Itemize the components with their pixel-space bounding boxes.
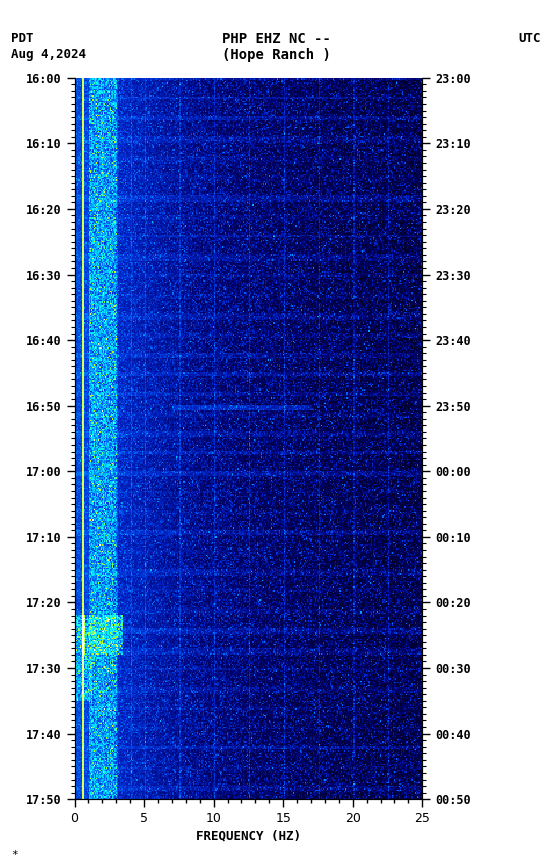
Text: UTC: UTC	[518, 32, 541, 45]
X-axis label: FREQUENCY (HZ): FREQUENCY (HZ)	[196, 829, 301, 842]
Text: (Hope Ranch ): (Hope Ranch )	[221, 48, 331, 61]
Text: PDT: PDT	[11, 32, 34, 45]
Text: PHP EHZ NC --: PHP EHZ NC --	[221, 32, 331, 46]
Text: *: *	[11, 849, 18, 860]
Text: Aug 4,2024: Aug 4,2024	[11, 48, 86, 60]
